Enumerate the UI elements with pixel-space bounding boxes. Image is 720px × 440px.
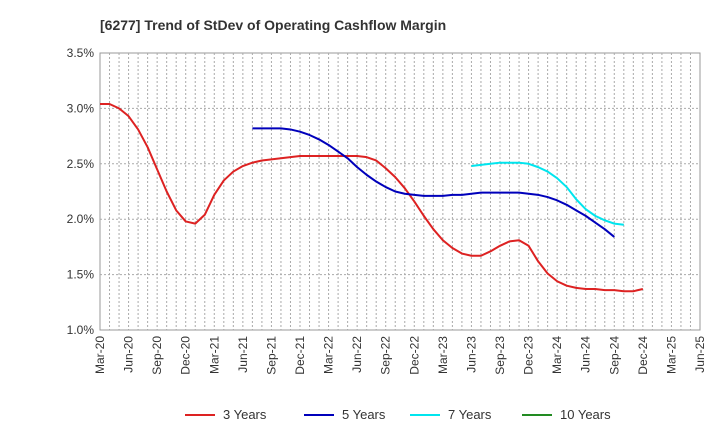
series-lines — [100, 102, 644, 293]
y-tick-label: 3.0% — [67, 101, 95, 115]
x-tick-label: Dec-24 — [636, 336, 650, 375]
x-tick-label: Dec-20 — [179, 336, 193, 375]
x-tick-label: Jun-21 — [236, 336, 250, 373]
x-tick-label: Sep-21 — [264, 336, 278, 375]
x-tick-label: Mar-24 — [550, 336, 564, 374]
x-tick-label: Mar-25 — [664, 336, 678, 374]
series-line-5-years — [252, 127, 615, 238]
x-tick-label: Jun-20 — [122, 336, 136, 373]
x-tick-label: Mar-21 — [207, 336, 221, 374]
y-tick-label: 2.0% — [67, 212, 95, 226]
x-tick-label: Sep-23 — [493, 336, 507, 375]
x-tick-label: Mar-22 — [322, 336, 336, 374]
x-tick-label: Mar-20 — [93, 336, 107, 374]
x-tick-label: Jun-24 — [579, 336, 593, 373]
legend-label-5-years: 5 Years — [342, 407, 386, 422]
x-tick-label: Jun-25 — [693, 336, 707, 373]
series-line-7-years — [471, 161, 624, 226]
y-axis: 3.5% 3.0% 2.5% 2.0% 1.5% 1.0% — [67, 46, 95, 337]
legend-label-10-years: 10 Years — [560, 407, 611, 422]
legend-label-3-years: 3 Years — [223, 407, 267, 422]
legend-label-7-years: 7 Years — [448, 407, 492, 422]
y-tick-label: 2.5% — [67, 157, 95, 171]
x-tick-label: Dec-23 — [522, 336, 536, 375]
x-tick-label: Dec-21 — [293, 336, 307, 375]
y-tick-label: 1.0% — [67, 323, 95, 337]
x-tick-label: Jun-23 — [464, 336, 478, 373]
y-tick-label: 1.5% — [67, 268, 95, 282]
series-line-3-years — [100, 102, 644, 293]
plot-area — [99, 52, 701, 331]
legend: 3 Years 5 Years 7 Years 10 Years — [185, 407, 611, 422]
x-tick-label: Sep-24 — [607, 336, 621, 375]
x-axis: Mar-20 Jun-20 Sep-20 Dec-20 Mar-21 Jun-21 Sep-… — [93, 336, 707, 375]
y-tick-label: 3.5% — [67, 46, 95, 60]
x-tick-label: Mar-23 — [436, 336, 450, 374]
x-tick-label: Sep-22 — [379, 336, 393, 375]
chart-title: [6277] Trend of StDev of Operating Cashf… — [100, 17, 446, 33]
x-tick-label: Jun-22 — [350, 336, 364, 373]
x-tick-label: Sep-20 — [150, 336, 164, 375]
x-tick-label: Dec-22 — [407, 336, 421, 375]
